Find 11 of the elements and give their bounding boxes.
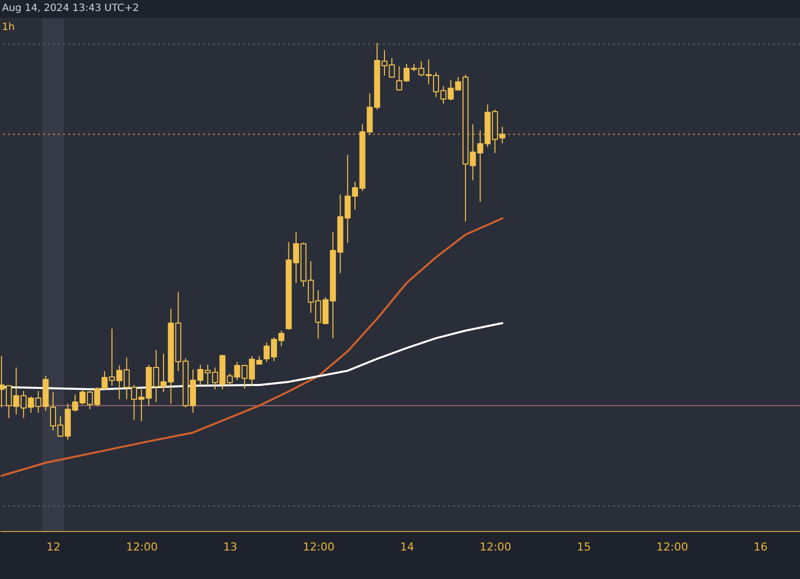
x-tick-label: 12:00 [302, 540, 335, 554]
text: Aug 14, 2024 13:43 UTC+2 [0, 0, 800, 18]
x-tick-label: 13 [223, 540, 238, 554]
text: 1h [2, 22, 15, 33]
x-tick-label: 16 [754, 540, 768, 554]
x-tick-label: 14 [400, 540, 414, 554]
x-tick-label: 12:00 [480, 540, 512, 554]
x-tick-label: 15 [576, 540, 591, 554]
x-tick-label: 12:00 [126, 540, 158, 554]
x-tick-label: 12:00 [656, 540, 688, 554]
x-tick-label: 12 [46, 540, 61, 554]
